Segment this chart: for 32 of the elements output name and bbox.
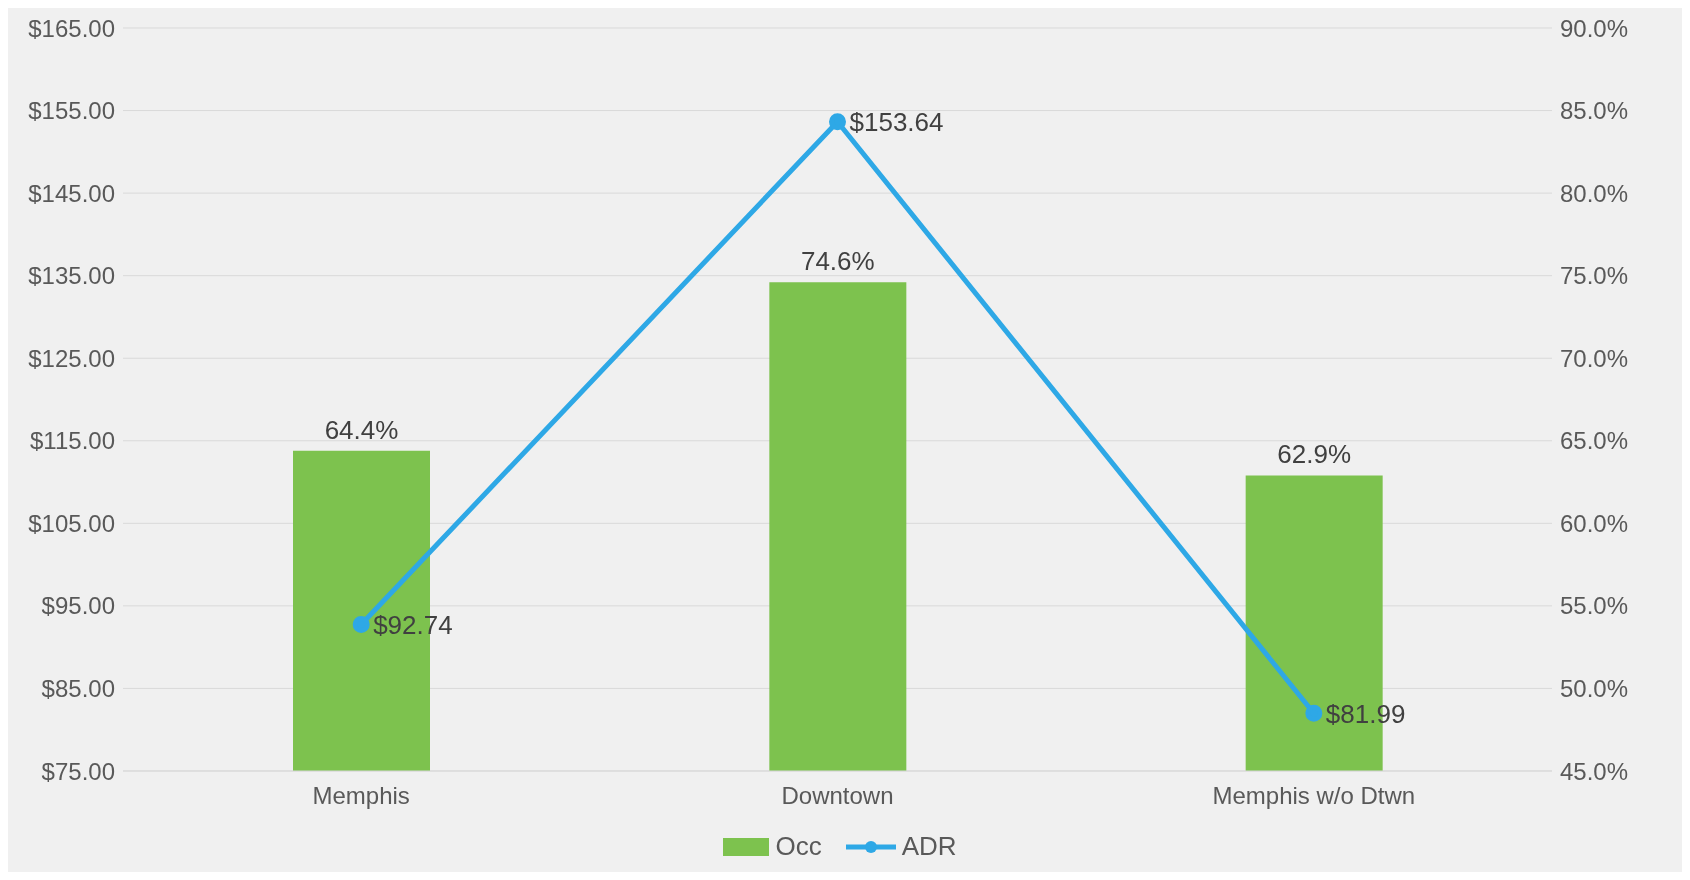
data-label: 64.4% bbox=[324, 414, 399, 445]
point bbox=[1305, 704, 1323, 722]
x-tick-label: Memphis w/o Dtwn bbox=[1212, 782, 1416, 810]
y2-tick-label: 80.0% bbox=[1560, 179, 1629, 207]
y-tick-label: $85.00 bbox=[41, 674, 115, 702]
y-tick-label: $75.00 bbox=[41, 757, 115, 785]
y-tick-label: $135.00 bbox=[28, 262, 115, 290]
y2-tick-label: 60.0% bbox=[1560, 509, 1629, 537]
y-tick-label: $95.00 bbox=[41, 592, 115, 620]
y2-tick-label: 90.0% bbox=[1560, 14, 1629, 42]
y-tick-label: $125.00 bbox=[28, 344, 115, 372]
data-label: 62.9% bbox=[1277, 439, 1352, 470]
data-label: 74.6% bbox=[800, 246, 875, 277]
x-tick-label: Downtown bbox=[781, 782, 894, 810]
y2-tick-label: 65.0% bbox=[1560, 427, 1629, 455]
y-tick-label: $115.00 bbox=[30, 427, 115, 455]
y-tick-label: $165.00 bbox=[28, 14, 115, 42]
y2-tick-label: 45.0% bbox=[1560, 757, 1629, 785]
y-tick-label: $155.00 bbox=[28, 97, 115, 125]
y2-tick-label: 85.0% bbox=[1560, 97, 1629, 125]
x-tick-label: Memphis bbox=[312, 782, 410, 810]
y2-tick-label: 70.0% bbox=[1560, 344, 1629, 372]
data-label: $153.64 bbox=[849, 107, 944, 138]
y2-tick-label: 50.0% bbox=[1560, 674, 1629, 702]
legend-label: ADR bbox=[901, 831, 957, 862]
point bbox=[829, 113, 846, 131]
legend-label: Occ bbox=[775, 831, 822, 862]
point bbox=[352, 616, 370, 634]
y2-tick-label: 75.0% bbox=[1560, 262, 1629, 290]
y-tick-label: $105.00 bbox=[28, 509, 115, 537]
y-tick-label: $145.00 bbox=[28, 179, 115, 207]
y2-tick-label: 55.0% bbox=[1560, 592, 1629, 620]
